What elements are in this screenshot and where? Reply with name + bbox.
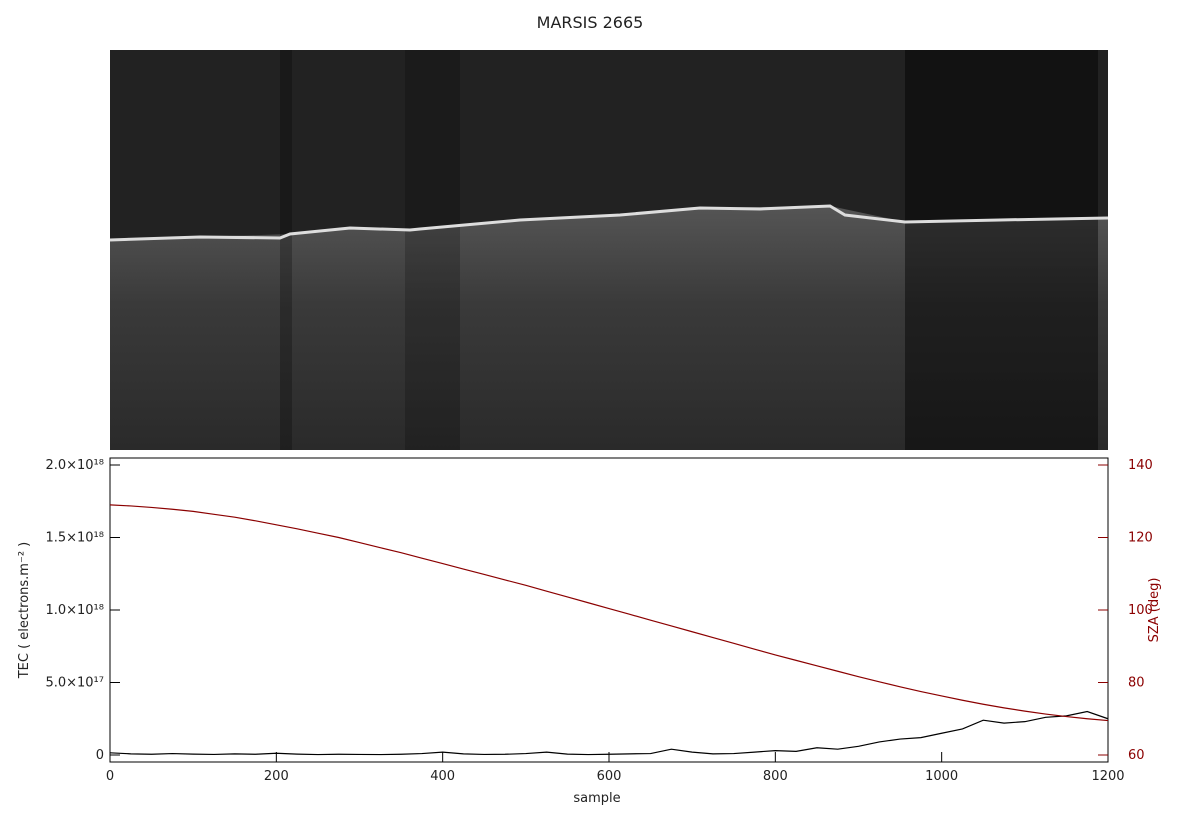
- radargram: [109, 50, 1109, 450]
- y-axis-label: TEC ( electrons.m⁻² ): [17, 542, 32, 680]
- x-tick-label: 0: [106, 769, 114, 784]
- x-tick-label: 200: [264, 769, 289, 784]
- x-tick-label: 800: [763, 769, 788, 784]
- x-tick-label: 400: [430, 769, 455, 784]
- y-tick-label: 5.0×10¹⁷: [45, 676, 104, 691]
- x-tick-label: 1000: [925, 769, 958, 784]
- plot-frame: [109, 457, 1109, 763]
- y2-tick-label: 60: [1128, 748, 1145, 763]
- y2-tick-label: 120: [1128, 531, 1153, 546]
- series-line: [109, 710, 1109, 756]
- y2-tick-label: 100: [1128, 603, 1153, 618]
- y-tick-label: 1.5×10¹⁸: [45, 531, 104, 546]
- x-tick-label: 1200: [1091, 769, 1124, 784]
- y-tick-label: 1.0×10¹⁸: [45, 603, 104, 618]
- x-axis-label: sample: [573, 791, 620, 806]
- series-line: [109, 504, 1109, 722]
- y2-axis-label: SZA (deg): [1147, 578, 1162, 643]
- y-tick-label: 2.0×10¹⁸: [45, 458, 104, 473]
- y2-tick-label: 80: [1128, 676, 1145, 691]
- x-tick-label: 600: [597, 769, 622, 784]
- y2-tick-label: 140: [1128, 458, 1153, 473]
- y-tick-label: 0: [96, 748, 104, 763]
- chart-title: MARSIS 2665: [537, 13, 644, 32]
